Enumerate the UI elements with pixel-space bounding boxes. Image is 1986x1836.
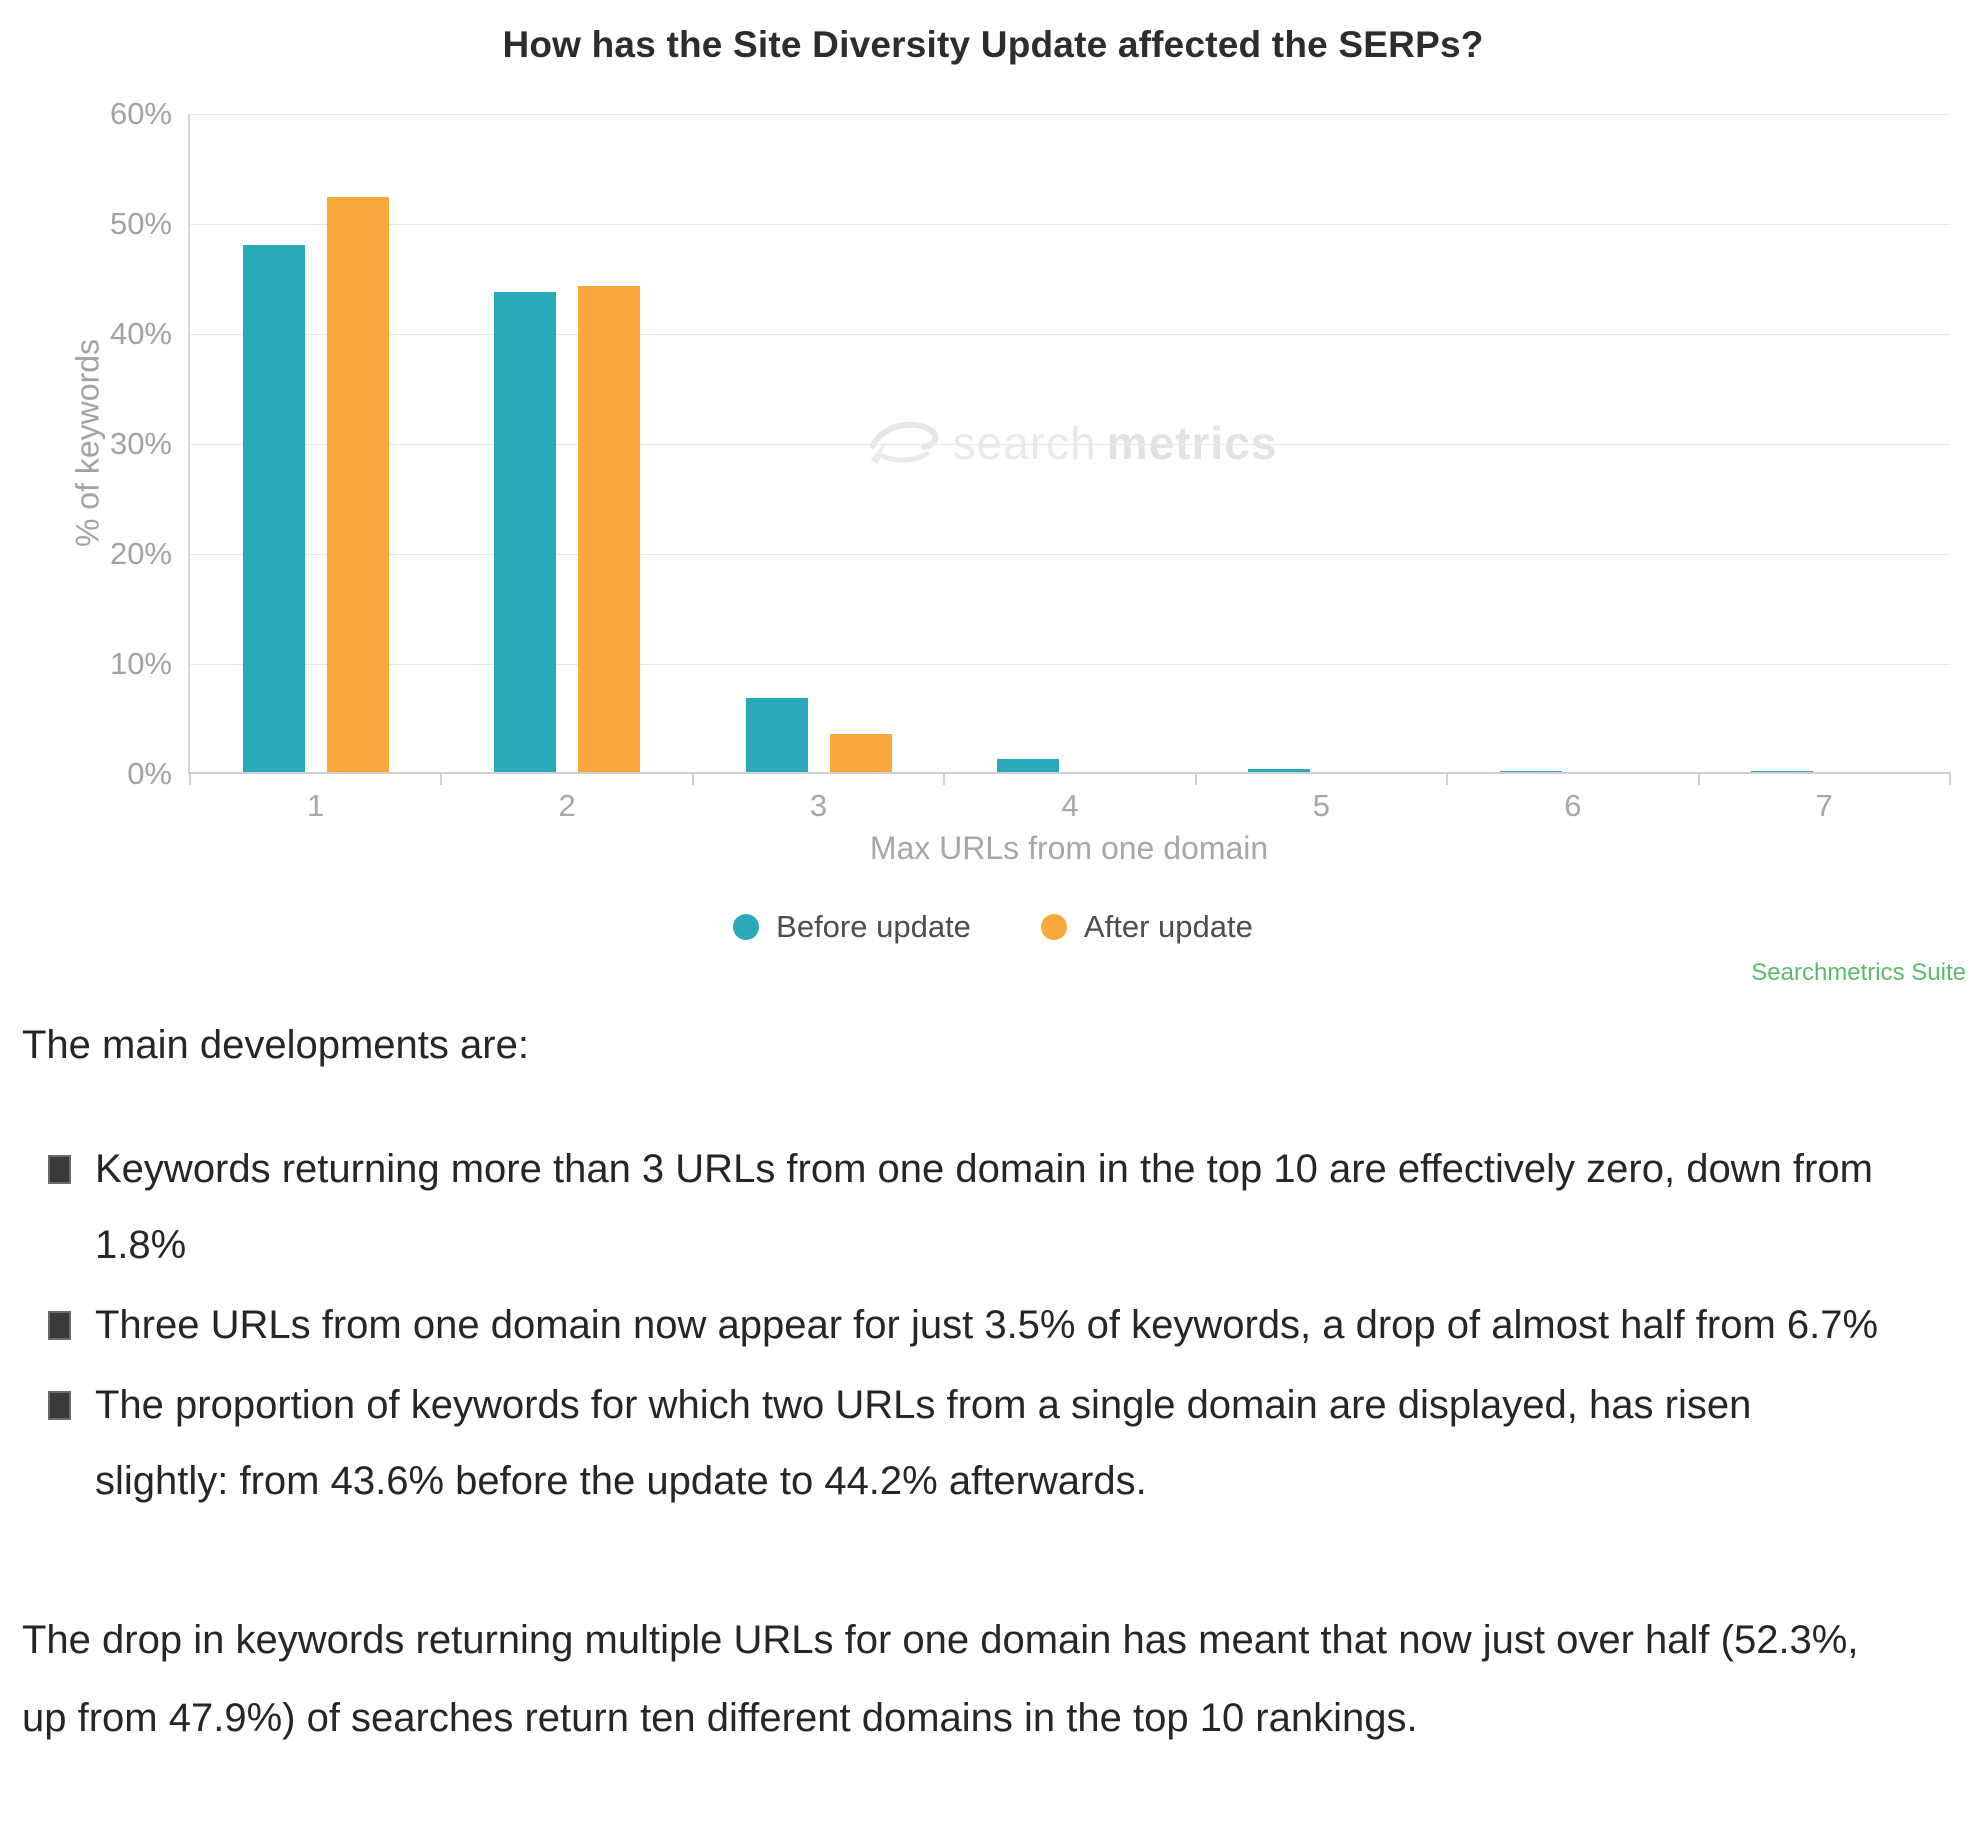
- bar-after-update-2: [578, 285, 641, 772]
- bullet-square-icon: [48, 1391, 71, 1420]
- bar-before-update-4: [996, 758, 1059, 772]
- x-tick-label: 2: [558, 788, 576, 823]
- bar-after-update-1: [326, 196, 389, 772]
- bar-before-update-6: [1499, 770, 1562, 772]
- bar-after-update-3: [829, 733, 892, 772]
- y-tick-label: 40%: [109, 316, 172, 351]
- legend-dot-before-icon: [733, 914, 760, 940]
- y-tick-label: 20%: [109, 536, 172, 571]
- development-item-text: Three URLs from one domain now appear fo…: [95, 1303, 1879, 1347]
- page: How has the Site Diversity Update affect…: [0, 24, 1986, 1757]
- developments-list: Keywords returning more than 3 URLs from…: [22, 1131, 1886, 1519]
- y-tick-label: 50%: [109, 206, 172, 241]
- x-axis-tick: [1446, 772, 1449, 785]
- x-tick-label: 1: [307, 788, 325, 823]
- y-tick-label: 30%: [109, 426, 172, 461]
- x-axis-tick: [1194, 772, 1197, 785]
- x-tick-label: 6: [1564, 788, 1582, 823]
- bar-before-update-5: [1248, 768, 1311, 772]
- development-item: The proportion of keywords for which two…: [22, 1367, 1886, 1519]
- chart-legend: Before update After update: [0, 909, 1986, 945]
- legend-dot-after-icon: [1040, 914, 1067, 940]
- bar-before-update-3: [745, 698, 808, 772]
- gridline: [190, 114, 1950, 115]
- gridline: [190, 444, 1950, 445]
- x-tick-label: 7: [1815, 788, 1833, 823]
- x-axis-tick: [1697, 772, 1700, 785]
- x-axis-tick: [691, 772, 694, 785]
- legend-item-after-update: After update: [1040, 909, 1253, 945]
- x-axis-tick: [440, 772, 443, 785]
- bar-group-5: 5: [1196, 114, 1447, 823]
- bullet-square-icon: [48, 1155, 71, 1184]
- closing-paragraph: The drop in keywords returning multiple …: [22, 1618, 1859, 1740]
- bar-group-7: 7: [1699, 114, 1950, 823]
- bar-group-3: 3: [693, 114, 944, 823]
- bar-group-4: 4: [944, 114, 1195, 823]
- searchmetrics-suite-credit: Searchmetrics Suite: [1751, 959, 1966, 986]
- legend-label: After update: [1083, 909, 1253, 944]
- x-tick-label: 3: [809, 788, 828, 823]
- x-axis-tick: [1949, 772, 1951, 785]
- x-axis-tick: [189, 772, 191, 785]
- bar-before-update-1: [242, 245, 305, 772]
- plot-area: % of keywords search metrics 0% 10% 20% 30% 4…: [70, 97, 1951, 823]
- text-section: The main developments are: Keywords retu…: [0, 987, 1986, 1757]
- x-axis-title: Max URLs from one domain: [869, 830, 1269, 866]
- development-item-text: Keywords returning more than 3 URLs from…: [95, 1147, 1873, 1267]
- chart-title: How has the Site Diversity Update affect…: [502, 24, 1484, 65]
- intro-heading: The main developments are:: [22, 1023, 529, 1067]
- gridline: [190, 334, 1950, 335]
- x-tick-label: 4: [1061, 788, 1079, 823]
- gridline: [190, 554, 1950, 555]
- bar-group-6: 6: [1447, 114, 1698, 823]
- gridline: [190, 224, 1950, 225]
- bullet-square-icon: [48, 1311, 71, 1340]
- y-tick-label: 0%: [127, 756, 172, 791]
- bar-before-update-2: [494, 292, 557, 772]
- x-tick-label: 5: [1312, 788, 1331, 823]
- bar-group-2: 2: [441, 114, 692, 823]
- bar-before-update-7: [1751, 771, 1814, 772]
- gridline: [190, 664, 1950, 665]
- development-item-text: The proportion of keywords for which two…: [95, 1383, 1752, 1503]
- bar-groups: 1 2 3 4 5 6 7: [190, 114, 1950, 823]
- y-tick-label: 10%: [109, 646, 172, 681]
- y-tick-label: 60%: [109, 96, 172, 131]
- development-item: Keywords returning more than 3 URLs from…: [22, 1131, 1886, 1283]
- legend-item-before-update: Before update: [733, 909, 971, 945]
- development-item: Three URLs from one domain now appear fo…: [22, 1287, 1886, 1363]
- x-axis-tick: [943, 772, 946, 785]
- legend-label: Before update: [776, 909, 971, 944]
- bar-group-1: 1: [190, 114, 441, 823]
